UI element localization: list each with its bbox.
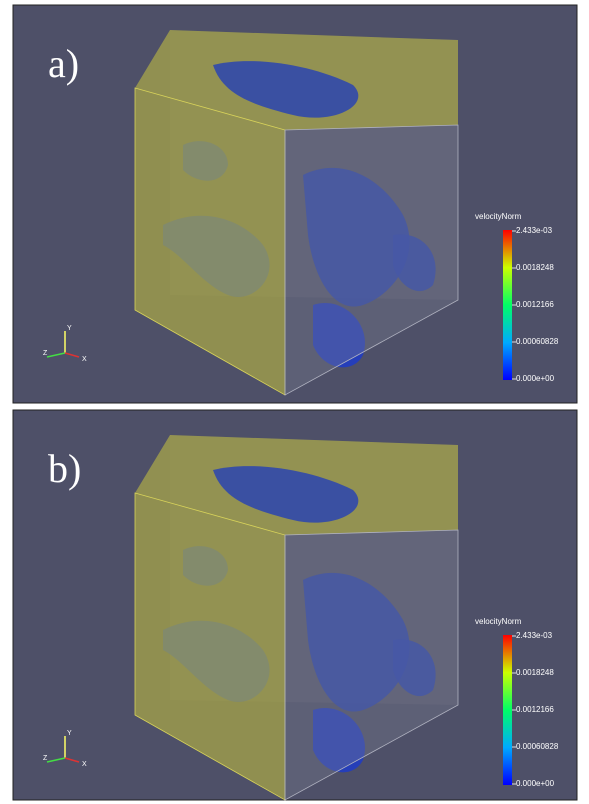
axis-y-label: Y (67, 730, 72, 737)
colorbar-title: velocityNorm (475, 617, 522, 626)
colorbar-label: 2.433e-03 (516, 631, 553, 640)
axis-z-label: Z (43, 350, 48, 357)
colorbar-label: 0.00060828 (516, 337, 559, 346)
colorbar-label: 0.0018248 (516, 668, 554, 677)
panel-label: a) (48, 41, 79, 86)
axis-z-label: Z (43, 755, 48, 762)
colorbar-title: velocityNorm (475, 212, 522, 221)
colorbar-label: 0.0012166 (516, 705, 554, 714)
colorbar-label: 0.00060828 (516, 742, 559, 751)
panel: b) velocityNorm 2.433e-03 0.0018248 0.001216… (13, 410, 577, 800)
panel: a) velocityNorm 2.433e-03 0.0018248 0.001216… (13, 5, 577, 403)
colorbar-label: 0.0018248 (516, 263, 554, 272)
page: {"panels": [ {"label": "a)", "colorbar":… (0, 0, 589, 804)
colorbar-label: 0.0012166 (516, 300, 554, 309)
colorbar (503, 635, 512, 785)
axis-x-label: X (82, 761, 87, 768)
figure: a) velocityNorm 2.433e-03 0.0018248 0.001216… (0, 0, 589, 804)
colorbar-label: 0.000e+00 (516, 779, 555, 788)
axis-y-label: Y (67, 325, 72, 332)
axis-x-label: X (82, 356, 87, 363)
colorbar (503, 230, 512, 380)
panel-label: b) (48, 446, 81, 491)
colorbar-label: 0.000e+00 (516, 374, 555, 383)
colorbar-label: 2.433e-03 (516, 226, 553, 235)
